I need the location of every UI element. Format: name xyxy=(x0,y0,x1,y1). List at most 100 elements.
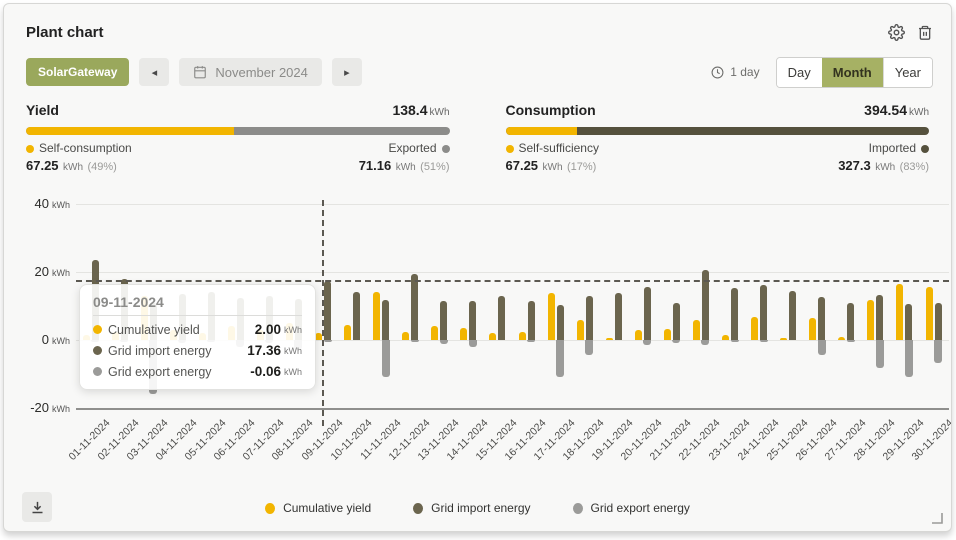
bar-grid-export[interactable] xyxy=(527,340,536,342)
bar-cumulative-yield[interactable] xyxy=(896,284,904,340)
crosshair-horizontal xyxy=(76,279,949,282)
bar-grid-export[interactable] xyxy=(701,340,710,346)
settings-gear-icon[interactable] xyxy=(888,24,905,41)
consumption-progress-bar xyxy=(505,127,929,135)
bar-grid-export[interactable] xyxy=(817,340,826,356)
bar-grid-export[interactable] xyxy=(585,340,594,356)
bar-cumulative-yield[interactable] xyxy=(431,326,439,340)
imported-value: 327.3 kWh (83%) xyxy=(838,158,929,173)
bar-grid-import[interactable] xyxy=(876,295,884,340)
bar-grid-import[interactable] xyxy=(556,304,564,340)
self-sufficiency-label: Self-sufficiency xyxy=(505,141,599,155)
self-consumption-dot xyxy=(26,145,34,153)
view-year-button[interactable]: Year xyxy=(882,57,932,87)
bar-grid-import[interactable] xyxy=(469,300,477,340)
clock-icon xyxy=(711,66,724,78)
bar-cumulative-yield[interactable] xyxy=(634,330,642,340)
view-day-button[interactable]: Day xyxy=(776,57,822,87)
bar-grid-export[interactable] xyxy=(759,340,768,342)
bar-cumulative-yield[interactable] xyxy=(838,337,846,340)
self-consumption-label: Self-consumption xyxy=(26,141,132,155)
bar-grid-export[interactable] xyxy=(846,340,855,342)
view-month-button[interactable]: Month xyxy=(821,57,883,87)
bar-grid-export[interactable] xyxy=(730,340,739,342)
legend-dot xyxy=(265,502,276,514)
legend-dot xyxy=(572,502,583,514)
plot-area[interactable]: 09-11-2024 Cumulative yield 2.00 kWh Grid… xyxy=(4,196,951,496)
bar-grid-export[interactable] xyxy=(643,340,652,346)
bar-grid-import[interactable] xyxy=(353,292,361,340)
next-month-button[interactable]: ▸ xyxy=(331,58,362,86)
bar-cumulative-yield[interactable] xyxy=(402,331,410,340)
gridline xyxy=(76,204,949,205)
bar-grid-import[interactable] xyxy=(614,293,622,340)
bar-grid-export[interactable] xyxy=(934,340,943,364)
gateway-button[interactable]: SolarGateway xyxy=(26,58,130,86)
bar-cumulative-yield[interactable] xyxy=(867,300,875,340)
bar-grid-import[interactable] xyxy=(643,286,651,340)
bar-cumulative-yield[interactable] xyxy=(809,317,817,340)
bar-grid-import[interactable] xyxy=(527,301,535,340)
self-sufficiency-dot xyxy=(505,145,514,153)
bar-cumulative-yield[interactable] xyxy=(925,286,933,340)
bar-cumulative-yield[interactable] xyxy=(576,319,584,340)
crosshair-vertical xyxy=(321,200,324,426)
bar-grid-export[interactable] xyxy=(381,340,390,378)
bar-grid-import[interactable] xyxy=(411,273,419,340)
prev-month-button[interactable]: ◂ xyxy=(139,58,170,86)
bar-grid-export[interactable] xyxy=(672,340,681,344)
bar-grid-import[interactable] xyxy=(498,295,506,340)
tooltip-row-export: Grid export energy -0.06 kWh xyxy=(93,364,302,379)
download-button[interactable] xyxy=(22,492,52,522)
self-consumption-value: 67.25 kWh (49%) xyxy=(26,158,117,173)
date-picker-button[interactable]: November 2024 xyxy=(179,58,322,86)
gridline xyxy=(76,272,949,273)
chart-legend: Cumulative yield Grid import energy Grid e… xyxy=(4,501,951,515)
bar-cumulative-yield[interactable] xyxy=(344,325,352,340)
bar-grid-import[interactable] xyxy=(731,288,739,340)
bar-cumulative-yield[interactable] xyxy=(663,329,671,340)
bar-grid-export[interactable] xyxy=(468,340,477,347)
bar-grid-import[interactable] xyxy=(818,296,826,340)
bar-cumulative-yield[interactable] xyxy=(547,293,555,340)
y-axis-tick: -20 kWh xyxy=(30,400,70,415)
bar-cumulative-yield[interactable] xyxy=(605,337,613,340)
bar-grid-import[interactable] xyxy=(585,295,593,340)
bar-grid-import[interactable] xyxy=(789,290,797,340)
page-title: Plant chart xyxy=(26,24,104,41)
bar-cumulative-yield[interactable] xyxy=(692,320,700,340)
bar-grid-import[interactable] xyxy=(934,302,942,340)
bar-grid-import[interactable] xyxy=(324,280,332,340)
bar-cumulative-yield[interactable] xyxy=(373,292,381,340)
bar-grid-export[interactable] xyxy=(556,340,565,378)
interval-label: 1 day xyxy=(730,65,760,79)
legend-item[interactable]: Cumulative yield xyxy=(265,501,371,515)
bar-grid-export[interactable] xyxy=(410,340,419,342)
bar-grid-import[interactable] xyxy=(382,299,390,340)
delete-trash-icon[interactable] xyxy=(917,24,933,41)
bar-cumulative-yield[interactable] xyxy=(315,333,323,340)
bar-grid-export[interactable] xyxy=(323,340,332,342)
y-axis-tick: 20 kWh xyxy=(34,264,70,279)
bar-grid-import[interactable] xyxy=(701,269,709,340)
bar-cumulative-yield[interactable] xyxy=(751,316,759,340)
bar-grid-import[interactable] xyxy=(847,302,855,340)
bar-grid-export[interactable] xyxy=(875,340,884,369)
bar-cumulative-yield[interactable] xyxy=(489,333,497,340)
bar-cumulative-yield[interactable] xyxy=(722,334,730,340)
bar-cumulative-yield[interactable] xyxy=(780,338,788,340)
bar-grid-import[interactable] xyxy=(440,300,448,340)
y-axis-tick: 40 kWh xyxy=(34,196,70,211)
view-switcher: Day Month Year xyxy=(775,56,933,88)
resize-handle-icon[interactable] xyxy=(931,512,944,525)
yield-series-dot xyxy=(93,325,102,334)
bar-grid-export[interactable] xyxy=(439,340,448,345)
bar-cumulative-yield[interactable] xyxy=(460,328,468,340)
bar-grid-export[interactable] xyxy=(904,340,913,378)
legend-item[interactable]: Grid import energy xyxy=(413,501,531,515)
legend-item[interactable]: Grid export energy xyxy=(572,501,690,515)
bar-grid-import[interactable] xyxy=(760,284,768,340)
bar-grid-import[interactable] xyxy=(672,302,680,340)
bar-grid-import[interactable] xyxy=(905,304,913,340)
bar-cumulative-yield[interactable] xyxy=(518,331,526,340)
